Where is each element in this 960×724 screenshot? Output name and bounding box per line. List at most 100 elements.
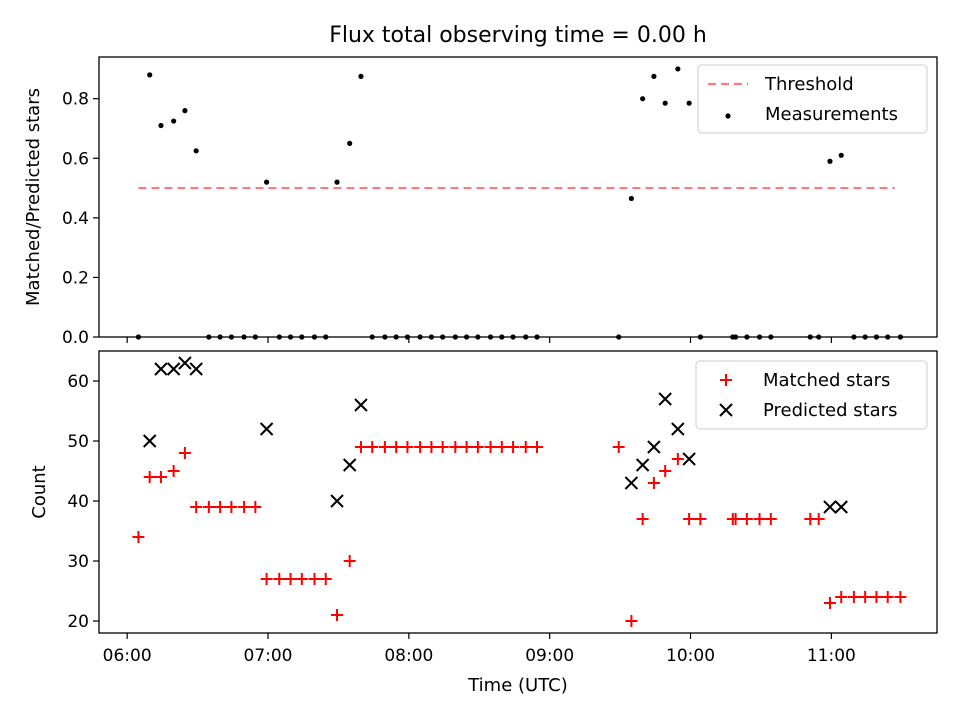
bottom-axes-frame <box>98 350 938 634</box>
matched-star-point <box>390 441 403 453</box>
measurement-point <box>158 122 164 129</box>
matched-star-point <box>331 609 344 621</box>
x-tick-label: 06:00 <box>103 646 152 666</box>
predicted-star-point <box>178 356 192 370</box>
matched-star-point <box>295 573 308 585</box>
legend-predicted-swatch <box>719 403 733 417</box>
predicted-star-point <box>823 500 837 514</box>
matched-star-point <box>507 441 520 453</box>
matched-star-point <box>225 501 238 513</box>
top-panel: 0.00.20.40.60.8 Matched/Predicted stars … <box>23 56 938 348</box>
matched-star-point <box>449 441 462 453</box>
matched-star-point <box>460 441 473 453</box>
predicted-star-point <box>342 458 357 472</box>
matched-star-point <box>531 441 544 453</box>
x-axis-label: Time (UTC) <box>467 675 568 696</box>
matched-star-point <box>881 591 894 603</box>
matched-star-point <box>190 501 203 513</box>
matched-star-point <box>683 513 696 525</box>
matched-star-point <box>319 573 332 585</box>
matched-star-point <box>484 441 497 453</box>
bottom-panel: 20 30 40 50 60 06:00 07:00 08:00 09:00 10:00 11:00… <box>29 350 938 696</box>
matched-star-point <box>671 453 684 465</box>
predicted-star-point <box>354 398 368 412</box>
matched-star-point <box>894 591 907 603</box>
matched-star-point <box>238 501 251 513</box>
bottom-legend-box <box>695 360 928 430</box>
matched-star-point <box>284 573 297 585</box>
matched-star-point <box>260 573 273 585</box>
matched-star-point <box>132 531 145 543</box>
matched-star-point <box>343 555 356 567</box>
measurement-point <box>347 140 353 146</box>
matched-star-point <box>178 447 191 459</box>
matched-star-point <box>495 441 508 453</box>
matched-star-point <box>414 441 427 453</box>
matched-star-point <box>659 465 672 477</box>
measurement-point <box>147 72 153 78</box>
legend-measurements-label: Measurements <box>765 104 898 125</box>
measurement-point <box>827 158 833 164</box>
top-y-tick-label: 0.2 <box>62 268 89 288</box>
matched-star-point <box>870 591 883 603</box>
bottom-data-layer <box>132 356 907 627</box>
bottom-y-tick-label: 40 <box>67 492 89 512</box>
matched-star-point <box>812 513 825 525</box>
measurement-point <box>171 118 177 124</box>
x-tick-label: 10:00 <box>666 646 715 666</box>
matched-star-point <box>636 513 649 525</box>
top-y-tick-label: 0.4 <box>62 209 89 229</box>
x-tick-label: 09:00 <box>525 646 574 666</box>
bottom-y-axis-label: Count <box>29 465 50 518</box>
matched-star-point <box>847 591 860 603</box>
x-tick-label: 08:00 <box>384 646 433 666</box>
matched-star-point <box>249 501 262 513</box>
matched-star-point <box>273 573 286 585</box>
matched-star-point <box>425 441 438 453</box>
matched-star-point <box>354 441 367 453</box>
bottom-y-tick-label: 20 <box>67 612 89 632</box>
bottom-y-tick-label: 30 <box>67 552 89 572</box>
measurement-point <box>686 100 692 106</box>
measurement-point <box>193 148 199 154</box>
legend-matched-label: Matched stars <box>763 370 890 391</box>
matched-star-point <box>764 513 777 525</box>
matched-star-point <box>835 591 848 603</box>
legend-threshold-label: Threshold <box>764 74 854 95</box>
predicted-star-point <box>635 458 650 472</box>
matched-star-point <box>436 441 449 453</box>
top-y-tick-label: 0.0 <box>62 328 89 348</box>
predicted-star-point <box>259 422 274 436</box>
top-y-tick-label: 0.6 <box>62 149 89 169</box>
matched-star-point <box>823 597 836 609</box>
matched-star-point <box>471 441 484 453</box>
bottom-ticks-layer: 20 30 40 50 60 06:00 07:00 08:00 09:00 10:00 11:00 <box>67 372 856 666</box>
matched-star-point <box>753 513 766 525</box>
matched-star-point <box>308 573 321 585</box>
top-ticks-layer: 0.0 0.2 0.4 0.6 0.8 <box>62 90 832 348</box>
top-legend-box <box>697 64 928 134</box>
matched-star-point <box>366 441 379 453</box>
legend-measurements-swatch <box>725 113 731 119</box>
matched-star-point <box>859 591 872 603</box>
predicted-star-point <box>658 392 672 406</box>
matched-star-point <box>519 441 532 453</box>
bottom-legend: Matched stars Predicted stars <box>695 360 928 430</box>
matched-star-point <box>143 471 156 483</box>
matched-star-point <box>214 501 227 513</box>
measurement-point <box>640 96 646 102</box>
x-tick-label: 11:00 <box>807 646 856 666</box>
predicted-star-point <box>154 362 168 376</box>
x-tick-label: 07:00 <box>244 646 293 666</box>
predicted-star-point <box>189 362 203 376</box>
matched-star-point <box>694 513 707 525</box>
matched-star-point <box>202 501 215 513</box>
matched-star-point <box>401 441 414 453</box>
matched-star-point <box>154 471 167 483</box>
predicted-star-point <box>166 362 181 376</box>
matched-star-point <box>378 441 391 453</box>
measurement-point <box>651 73 657 79</box>
chart-title: Flux total observing time = 0.00 h <box>329 23 707 48</box>
predicted-star-point <box>647 440 661 454</box>
